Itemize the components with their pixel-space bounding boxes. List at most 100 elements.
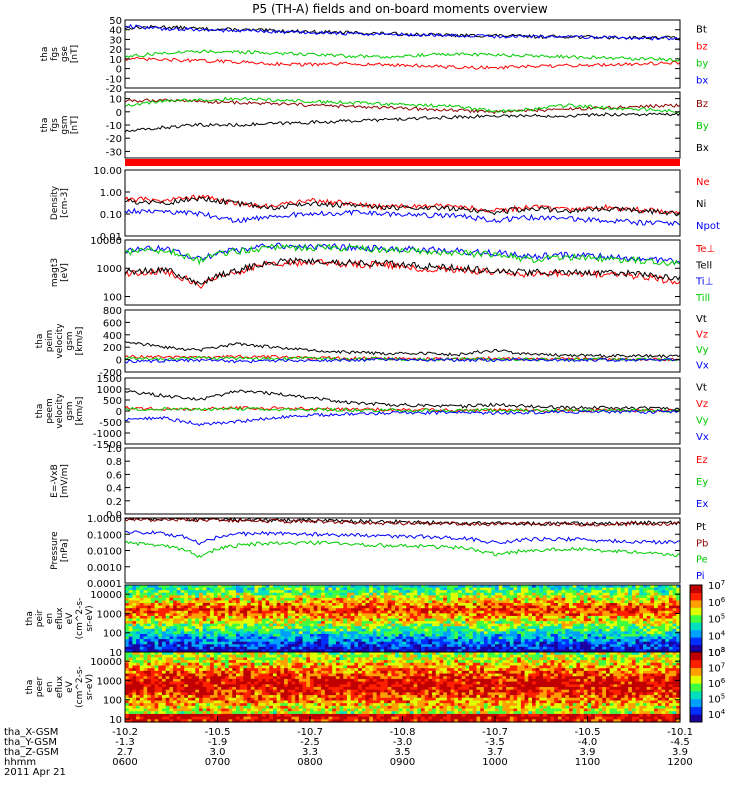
y-axis-label: peer: [35, 676, 45, 697]
legend-entry: Ni: [696, 199, 706, 210]
x-tick-label: 1000: [482, 757, 507, 768]
legend-entry: Ez: [696, 455, 708, 466]
legend-entry: Bt: [696, 25, 707, 36]
legend-entry: Ex: [696, 499, 708, 510]
y-axis-label: velocity: [55, 393, 65, 429]
y-tick-label: 30: [109, 35, 122, 46]
y-axis-label: velocity: [55, 323, 65, 359]
y-tick-label: 500: [103, 396, 122, 407]
legend-entry: by: [696, 59, 708, 70]
colorbar-tick-label: 107: [708, 662, 725, 675]
series-line-bx: [125, 113, 680, 132]
series-line-vx: [125, 410, 680, 426]
legend-entry: Vt: [696, 382, 707, 393]
y-tick-label: 0.10: [100, 210, 122, 221]
y-tick-label: 100: [103, 629, 122, 640]
y-axis-label: gsm: [65, 331, 75, 350]
series-line-vt: [125, 341, 680, 357]
y-tick-label: 0.6: [106, 470, 122, 481]
y-axis-label: [nT]: [70, 45, 80, 63]
y-tick-label: 0: [116, 407, 122, 418]
panel-frame-8: [125, 518, 680, 583]
legend-entry: Bx: [696, 143, 709, 154]
colorbar-tick-label: 104: [708, 629, 726, 642]
y-tick-label: 40: [109, 26, 122, 37]
y-tick-label: -20: [106, 84, 122, 95]
y-tick-label: -10: [106, 121, 122, 132]
y-axis-label: (cm^2-s-: [75, 598, 85, 640]
spectrogram-9: [125, 585, 681, 653]
y-axis-label: fgs: [50, 47, 60, 61]
colorbar-tick-label: 105: [708, 613, 725, 626]
spectrogram-10: [125, 652, 681, 723]
series-line-tell: [125, 258, 680, 285]
y-tick-label: -500: [99, 418, 122, 429]
colorbar-tick-label: 105: [708, 693, 725, 706]
y-tick-label: 1.0: [106, 444, 122, 455]
y-axis-label: E=-VxB: [50, 464, 60, 498]
y-tick-label: 20: [109, 45, 122, 56]
y-axis-label: tha: [35, 334, 45, 349]
y-tick-label: -20: [106, 134, 122, 145]
status-strip: [125, 159, 680, 166]
y-tick-label: 0: [116, 108, 122, 119]
y-tick-label: 0.4: [106, 484, 122, 495]
y-axis-label: [eV]: [60, 263, 70, 282]
y-axis-label: Density: [50, 185, 60, 220]
x-tick-label: 0900: [390, 757, 415, 768]
legend-entry: Vt: [696, 314, 707, 325]
y-axis-label: (cm^2-s-: [75, 666, 85, 708]
colorbar-10: [690, 652, 702, 723]
colorbar-tick-label: 108: [708, 646, 725, 659]
legend-entry: Vz: [696, 329, 708, 340]
y-axis-label: eflux: [55, 607, 65, 630]
y-tick-label: 0.8: [106, 457, 122, 468]
y-axis-label: sr-eV): [85, 674, 95, 700]
y-axis-label: fgs: [50, 118, 60, 132]
y-axis-label: [cm-3]: [60, 188, 70, 218]
y-tick-label: 10000: [90, 657, 122, 668]
y-tick-label: 0.1000: [87, 530, 122, 541]
legend-entry: Vx: [696, 360, 709, 371]
y-tick-label: 0: [116, 65, 122, 76]
y-tick-label: -10: [106, 74, 122, 85]
y-tick-label: 1.00: [100, 188, 122, 199]
legend-entry: Till: [695, 293, 710, 304]
y-tick-label: 0.0100: [87, 547, 122, 558]
y-axis-label: tha: [35, 404, 45, 419]
y-axis-label: eV: [65, 680, 75, 693]
y-tick-label: 1.0000: [87, 514, 122, 525]
x-tick-label: 0800: [297, 757, 322, 768]
panel-frame-3: [125, 170, 680, 236]
legend-entry: Vy: [696, 345, 709, 356]
y-tick-label: 800: [103, 306, 122, 317]
legend-entry: Pi: [696, 571, 705, 582]
y-tick-label: -1000: [93, 429, 122, 440]
y-axis-label: eflux: [55, 675, 65, 698]
x-tick-label: 0600: [112, 757, 137, 768]
legend-entry: Pt: [696, 522, 706, 533]
y-axis-label: eV: [65, 612, 75, 625]
series-line-npot: [125, 209, 680, 225]
y-tick-label: -30: [106, 147, 122, 158]
series-line-by: [125, 98, 680, 113]
y-axis-label: tha: [40, 47, 50, 62]
series-line-by: [125, 50, 680, 61]
legend-entry: By: [696, 121, 709, 132]
y-tick-label: 1000: [97, 609, 122, 620]
y-tick-label: 0.0001: [87, 579, 122, 590]
panel-frame-5: [125, 310, 680, 372]
y-axis-label: [km/s]: [75, 397, 85, 426]
legend-entry: Tell: [695, 260, 712, 271]
y-axis-label: [km/s]: [75, 327, 85, 356]
y-tick-label: 1000: [97, 385, 122, 396]
series-line-bz: [125, 58, 680, 70]
y-axis-label: Pressure: [50, 531, 60, 570]
y-axis-label: tha: [40, 118, 50, 133]
y-axis-label: [nPa]: [60, 539, 70, 562]
x-tick-label: 0700: [205, 757, 230, 768]
y-tick-label: 1000: [97, 264, 122, 275]
legend-entry: bz: [696, 42, 708, 53]
x-axis-date: 2011 Apr 21: [4, 767, 66, 778]
